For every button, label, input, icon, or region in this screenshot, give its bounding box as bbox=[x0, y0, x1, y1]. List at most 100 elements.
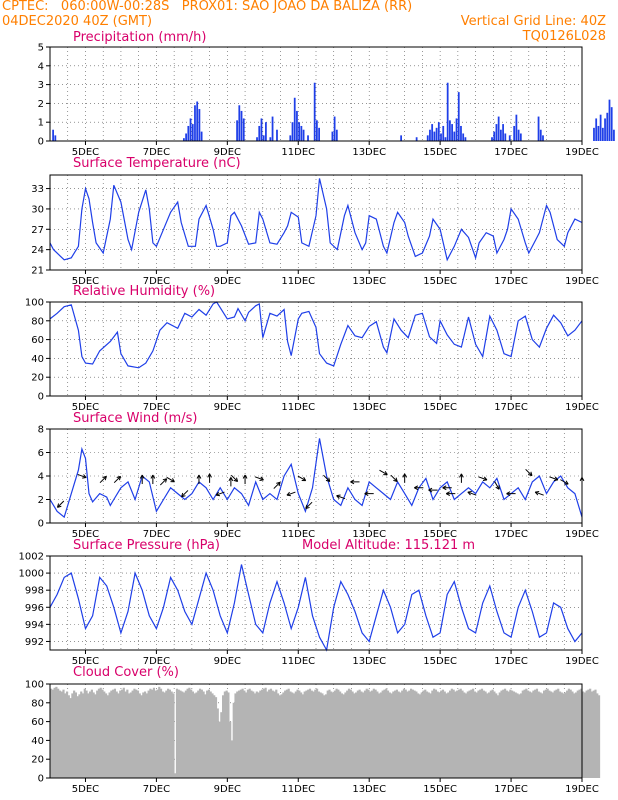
cloud-bar bbox=[466, 691, 469, 778]
cloud-bar bbox=[90, 689, 93, 778]
cloud-bar bbox=[262, 688, 265, 778]
precip-bar bbox=[442, 125, 445, 141]
x-tick-label: 15DEC bbox=[423, 529, 457, 540]
cloud-bar bbox=[351, 691, 354, 778]
cloud-bar bbox=[108, 692, 111, 778]
cloud-bar bbox=[142, 692, 145, 778]
cloud-bar bbox=[291, 692, 294, 778]
wind-arrow-head bbox=[276, 481, 281, 484]
wind-arrow bbox=[390, 474, 398, 483]
cloud-bar bbox=[502, 689, 505, 778]
wind-arrow-head bbox=[528, 474, 533, 477]
cloud-bar bbox=[243, 690, 246, 778]
cloud-bar bbox=[282, 692, 285, 778]
cloud-bar bbox=[289, 691, 292, 778]
cloud-bar bbox=[436, 691, 439, 778]
wind-arrow bbox=[414, 485, 424, 491]
cloud-bar bbox=[555, 689, 558, 778]
wind-arrow bbox=[442, 485, 452, 491]
wind-arrow-head bbox=[565, 480, 569, 485]
y-tick-label: 100 bbox=[25, 680, 44, 691]
wind-arrow-head bbox=[428, 487, 433, 491]
cloud-bar bbox=[314, 689, 317, 778]
cloud-bar bbox=[425, 691, 429, 778]
cloud-bar bbox=[479, 689, 482, 778]
wind-arrow-head bbox=[303, 476, 307, 481]
precip-bar bbox=[519, 133, 522, 141]
wind-arrow bbox=[228, 477, 234, 487]
x-tick-label: 15DEC bbox=[423, 656, 457, 667]
cloud-bar bbox=[230, 740, 234, 778]
wind-arrow-head bbox=[230, 477, 234, 482]
cloud-bar bbox=[344, 692, 347, 778]
precip-bar bbox=[608, 99, 611, 141]
precip-bar bbox=[457, 92, 460, 141]
cloud-bar bbox=[418, 694, 422, 778]
cloud-bar bbox=[294, 691, 297, 778]
x-tick-label: 11DEC bbox=[281, 276, 315, 287]
wind-arrow-head bbox=[442, 485, 447, 489]
wind-arrow-head bbox=[325, 479, 330, 483]
y-tick-label: 60 bbox=[31, 335, 44, 346]
cloud-bar bbox=[550, 691, 553, 778]
cloud-bar bbox=[498, 692, 501, 778]
cloud-bar bbox=[369, 691, 372, 778]
x-tick-label: 17DEC bbox=[494, 529, 528, 540]
cloud-bar bbox=[190, 689, 193, 778]
wind-arrow-shaft bbox=[323, 474, 331, 482]
cloud-bar bbox=[500, 690, 503, 778]
wind-arrow-head bbox=[428, 489, 433, 493]
cloud-bar bbox=[401, 690, 404, 778]
cloud-bar bbox=[491, 689, 494, 778]
cloud-bar bbox=[275, 689, 278, 778]
wind-arrow-shaft bbox=[77, 473, 87, 479]
cloud-bar bbox=[175, 688, 179, 778]
cloud-bar bbox=[255, 691, 258, 778]
cloud-bar bbox=[537, 691, 540, 778]
cloud-bar bbox=[259, 690, 262, 778]
cloud-bar bbox=[174, 773, 177, 778]
cloud-bar bbox=[404, 689, 407, 778]
x-tick-label: 7DEC bbox=[143, 656, 170, 667]
wind-arrow bbox=[459, 473, 464, 483]
wind-arrow bbox=[494, 481, 500, 490]
cloud-bar bbox=[186, 688, 189, 778]
precip-bar bbox=[601, 127, 604, 141]
wind-arrow bbox=[181, 490, 189, 498]
precip-bar bbox=[444, 137, 447, 141]
precip-bar bbox=[604, 118, 606, 141]
wind-arrow-head bbox=[350, 481, 355, 485]
cloud-bar bbox=[597, 695, 601, 778]
wind-arrow bbox=[242, 474, 248, 485]
wind-arrow-head bbox=[259, 479, 264, 481]
cloud-bar bbox=[395, 689, 398, 778]
cloud-bar bbox=[431, 690, 434, 778]
x-tick-label: 11DEC bbox=[281, 784, 315, 795]
cloud-bar bbox=[566, 690, 569, 778]
wind-arrow-head bbox=[83, 474, 87, 478]
x-tick-label: 17DEC bbox=[494, 276, 528, 287]
cloud-bar bbox=[126, 689, 129, 778]
x-tick-label: 7DEC bbox=[143, 529, 170, 540]
cloud-bar bbox=[96, 690, 99, 778]
wind-arrow-head bbox=[483, 476, 488, 481]
cloud-bar bbox=[57, 688, 60, 778]
precip-bar bbox=[298, 122, 301, 141]
wind-arrow bbox=[350, 479, 360, 485]
cloud-bar bbox=[489, 690, 492, 778]
precip-bar bbox=[333, 116, 336, 141]
precip-bar bbox=[296, 110, 298, 141]
cloud-bar bbox=[324, 694, 328, 778]
cloud-bar bbox=[399, 692, 402, 778]
cloud-bar bbox=[411, 689, 414, 778]
panel-title: Cloud Cover (%) bbox=[73, 665, 179, 680]
wind-arrow-shaft bbox=[336, 495, 346, 500]
cloud-bar bbox=[316, 688, 319, 778]
wind-arrow-head bbox=[414, 485, 419, 489]
y-tick-label: 6 bbox=[38, 448, 44, 459]
cloud-bar bbox=[558, 691, 562, 778]
cloud-bar bbox=[69, 698, 72, 778]
precip-bar bbox=[185, 133, 187, 141]
cloud-bar bbox=[266, 691, 269, 778]
cloud-bar bbox=[321, 693, 324, 778]
